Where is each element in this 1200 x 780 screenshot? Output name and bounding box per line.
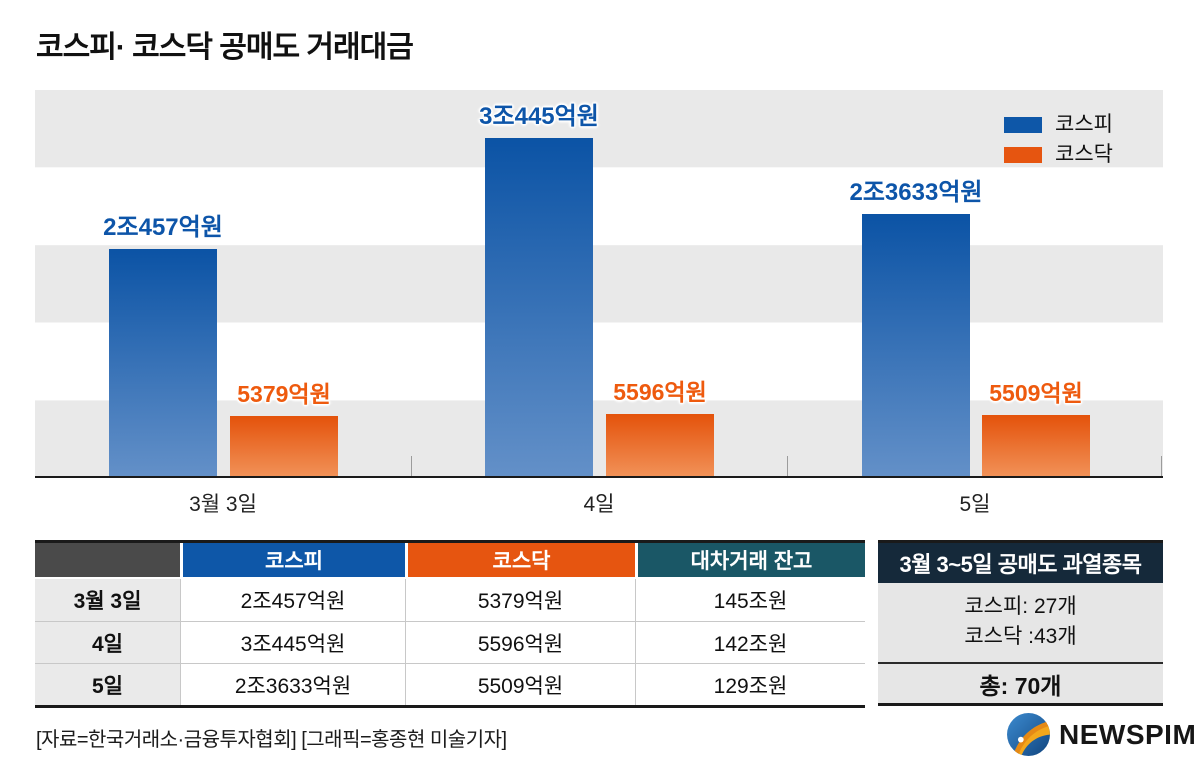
x-axis-label-mar5: 5일 [959,493,991,516]
newspim-logo-text: NEWSPIM [1059,718,1197,750]
kosdaq-bar-value-mar3: 5379억원 [237,381,331,407]
axis-tick [1161,456,1162,476]
kospi-bar-value-mar5: 2조3633억원 [849,179,983,206]
kospi-legend-label: 코스피 [1055,113,1113,136]
kosdaq-legend-label: 코스닥 [1055,143,1113,166]
legend-item-kosdaq: 코스닥 [1004,144,1113,165]
kosdaq-bar-mar5: 5509억원 [982,380,1090,476]
table-cell-kospi: 2조3633억원 [180,663,405,705]
kosdaq-overheated-count: 코스닥 :43개 [964,625,1077,648]
table-row-label: 4일 [35,621,180,663]
kospi-bar-value-mar4: 3조445억원 [479,103,599,130]
table-cell-kosdaq: 5596억원 [405,621,635,663]
table-row-label: 5일 [35,663,180,705]
table-header-empty [35,543,180,579]
bar-chart: 2조457억원 5379억원 3조445억원 5596억원 2조3633억원 5… [35,90,1163,478]
kospi-bar-value-mar3: 2조457억원 [103,214,223,241]
kosdaq-bar-value-mar4: 5596억원 [613,379,707,405]
table-cell-kosdaq: 5379억원 [405,579,635,621]
x-axis-label-mar3: 3월 3일 [189,493,257,516]
summary-box: 3월 3~5일 공매도 과열종목 코스피: 27개 코스닥 :43개 총: 70… [878,540,1163,706]
table-cell-kospi: 3조445억원 [180,621,405,663]
kospi-bar-mar4: 3조445억원 [479,103,599,476]
axis-tick [787,456,788,476]
table-header-kosdaq: 코스닥 [405,543,635,579]
kospi-bar-mar3: 2조457억원 [103,214,223,476]
page-title: 코스피· 코스닥 공매도 거래대금 [36,31,414,64]
kospi-swatch-icon [1004,116,1043,133]
x-axis-labels: 3월 3일 4일 5일 [35,488,1163,518]
axis-tick [411,456,412,476]
kosdaq-bar-mar3: 5379억원 [230,381,338,476]
table-cell-balance: 129조원 [635,663,865,705]
data-table: 코스피 코스닥 대차거래 잔고 3월 3일 2조457억원 5379억원 145… [35,540,865,708]
source-credit: [자료=한국거래소·금융투자협회] [그래픽=홍종현 미술기자] [36,729,507,751]
chart-legend: 코스피 코스닥 [1004,114,1113,165]
table-row-label: 3월 3일 [35,579,180,621]
kosdaq-bar-value-mar5: 5509억원 [989,380,1083,406]
table-cell-kospi: 2조457억원 [180,579,405,621]
kosdaq-bar-mar4: 5596억원 [606,379,714,476]
total-overheated-count: 총: 70개 [878,662,1163,703]
table-cell-balance: 145조원 [635,579,865,621]
table-cell-kosdaq: 5509억원 [405,663,635,705]
newspim-logo: NEWSPIM [1006,712,1196,757]
kospi-overheated-count: 코스피: 27개 [964,595,1077,618]
x-axis-label-mar4: 4일 [583,493,615,516]
legend-item-kospi: 코스피 [1004,114,1113,135]
table-header-balance: 대차거래 잔고 [635,543,865,579]
table-cell-balance: 142조원 [635,621,865,663]
kosdaq-swatch-icon [1004,146,1043,163]
table-header-kospi: 코스피 [180,543,405,579]
summary-box-title: 3월 3~5일 공매도 과열종목 [878,543,1163,583]
summary-box-body: 코스피: 27개 코스닥 :43개 [878,583,1163,662]
kospi-bar-mar5: 2조3633억원 [850,179,982,476]
newspim-logo-icon [1007,713,1050,756]
